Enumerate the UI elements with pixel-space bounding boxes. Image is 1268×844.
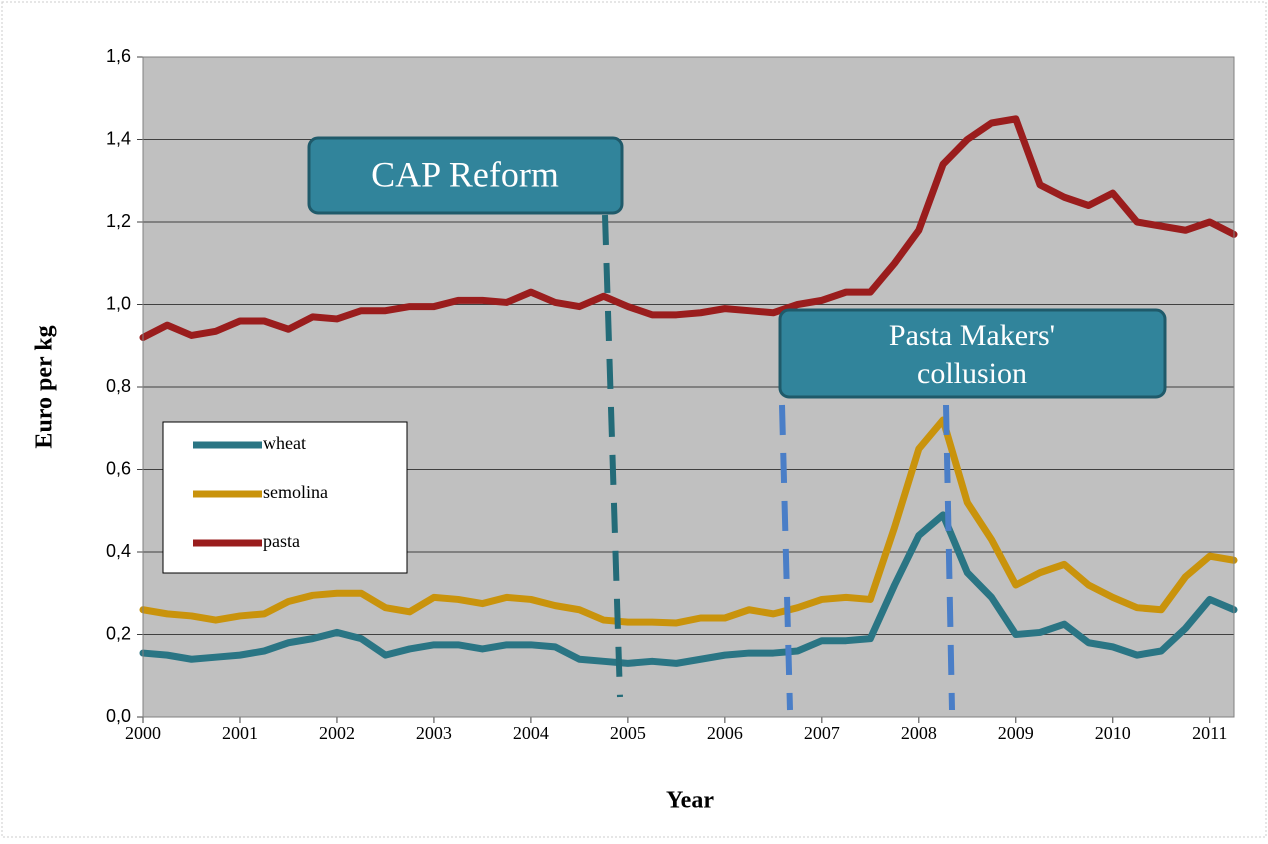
x-tick-label: 2004 — [513, 723, 549, 743]
legend-label: semolina — [263, 482, 328, 502]
legend-label: pasta — [263, 531, 300, 551]
x-tick-label: 2003 — [416, 723, 452, 743]
x-tick-label: 2002 — [319, 723, 355, 743]
collusion-text: collusion — [917, 357, 1027, 390]
legend-label: wheat — [263, 433, 306, 453]
legend-entries: wheat semolina pasta — [193, 433, 328, 551]
y-tick-label: 1,2 — [106, 211, 131, 231]
series-line — [139, 115, 1238, 341]
x-tick-label: 2005 — [610, 723, 646, 743]
collusion-text: Pasta Makers' — [889, 319, 1055, 352]
x-tick-label: 2010 — [1095, 723, 1131, 743]
plot-border — [142, 56, 1235, 718]
x-tick-label: 2001 — [222, 723, 258, 743]
y-tick-label: 1,4 — [106, 128, 131, 148]
collusion-line-start — [779, 404, 793, 711]
x-axis-label: Year — [666, 788, 714, 814]
series-line — [139, 416, 1238, 627]
series-line — [139, 511, 1238, 667]
x-tick-label: 2008 — [901, 723, 937, 743]
cap-text: CAP Reform — [371, 154, 559, 194]
cap-box — [307, 136, 624, 215]
y-tick-label: 0,8 — [106, 376, 131, 396]
x-tick-label: 2000 — [125, 723, 161, 743]
collusion-box — [778, 308, 1167, 399]
y-tick-label: 1,6 — [106, 46, 131, 66]
cap-line — [602, 214, 623, 698]
x-tick-label: 2011 — [1192, 723, 1227, 743]
y-tick-label: 0,6 — [106, 458, 131, 478]
y-tick-label: 1,0 — [106, 293, 131, 313]
x-tick-label: 2009 — [998, 723, 1034, 743]
lines — [139, 115, 1238, 667]
y-tick-label: 0,2 — [106, 623, 131, 643]
x-tick-label: 2007 — [804, 723, 840, 743]
collusion-line-end — [943, 404, 955, 711]
y-axis-label: Euro per kg — [32, 325, 58, 448]
x-tick-label: 2006 — [707, 723, 743, 743]
y-tick-label: 0,4 — [106, 541, 131, 561]
y-tick-label: 0,0 — [106, 706, 131, 726]
